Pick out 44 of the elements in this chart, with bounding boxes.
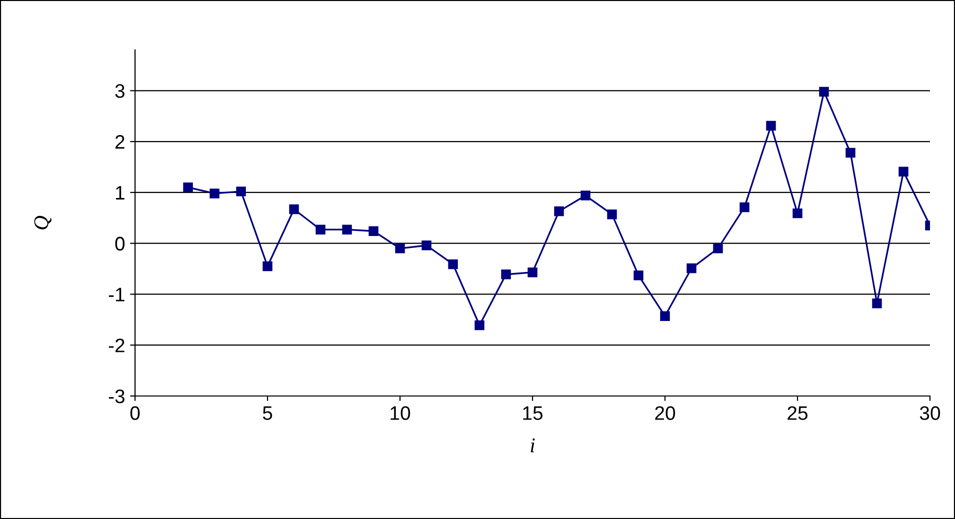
point: [474, 320, 484, 330]
x-tick-label: 25: [788, 406, 808, 420]
y-tick-label: 2: [115, 135, 124, 149]
x-tick-label: 5: [262, 406, 272, 420]
x-axis-title: i: [530, 438, 535, 452]
y-tick-label: -1: [108, 288, 124, 302]
point: [368, 226, 378, 236]
point: [236, 186, 246, 196]
point: [316, 224, 326, 234]
x-tick-label: 20: [655, 406, 676, 420]
point: [448, 259, 458, 270]
point: [342, 224, 352, 234]
point: [580, 190, 590, 200]
point: [819, 86, 829, 97]
point: [289, 204, 299, 214]
y-axis-title: Q: [34, 216, 52, 230]
y-tick-label: 0: [115, 236, 125, 251]
x-tick-label: 30: [920, 406, 940, 420]
point: [554, 206, 564, 216]
point: [686, 263, 696, 274]
point: [183, 182, 193, 192]
y-tick-label: -3: [108, 389, 124, 404]
x-tick-label: 0: [130, 406, 140, 420]
y-tick-label: 1: [116, 186, 124, 200]
point: [422, 240, 432, 250]
y-tick-label: -2: [108, 338, 124, 352]
point: [501, 270, 511, 280]
point: [210, 188, 220, 198]
point: [528, 267, 538, 278]
x-tick-label: 10: [390, 406, 410, 420]
point: [846, 148, 856, 158]
point: [713, 244, 723, 254]
point: [872, 298, 882, 308]
point: [395, 244, 405, 254]
point: [634, 270, 644, 280]
point: [766, 120, 776, 131]
y-tick-label: 3: [115, 84, 124, 98]
point: [740, 202, 750, 212]
point: [262, 261, 272, 272]
point: [607, 209, 617, 220]
point: [898, 166, 908, 176]
point: [792, 208, 802, 218]
point: [660, 311, 670, 321]
x-tick-label: 15: [523, 406, 543, 420]
